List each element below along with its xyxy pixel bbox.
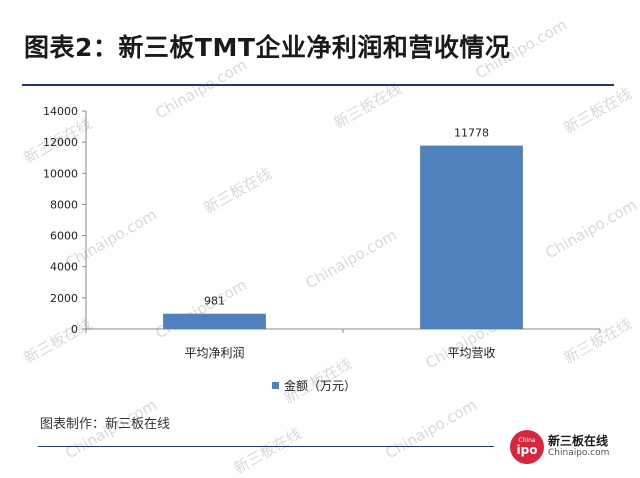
logo-badge-main: ipo [516, 443, 538, 457]
title-divider [22, 84, 614, 86]
bar [163, 313, 266, 329]
y-tick-label: 10000 [43, 167, 78, 180]
y-tick-label: 2000 [50, 292, 78, 305]
data-label: 11778 [454, 127, 489, 140]
bar [420, 145, 523, 329]
logo-badge: China ipo [510, 430, 544, 464]
logo-en: Chinaipo.com [548, 447, 610, 458]
legend-label: 金额（万元） [284, 379, 357, 393]
y-tick-label: 12000 [43, 136, 78, 149]
y-tick-label: 6000 [50, 230, 78, 243]
y-tick-label: 4000 [50, 261, 78, 274]
y-tick-label: 8000 [50, 198, 78, 211]
data-label: 981 [204, 295, 225, 308]
x-tick-label: 平均营收 [447, 346, 495, 360]
page-title: 图表2：新三板TMT企业净利润和营收情况 [24, 33, 511, 62]
y-tick-label: 0 [71, 323, 78, 336]
logo-badge-top: China [518, 437, 536, 444]
x-tick-label: 平均净利润 [184, 346, 244, 360]
logo-text: 新三板在线 Chinaipo.com [548, 435, 609, 458]
legend-swatch [272, 382, 279, 389]
logo-cn: 新三板在线 [548, 434, 609, 449]
footer-divider [38, 446, 494, 447]
chart-credit: 图表制作：新三板在线 [40, 417, 171, 432]
chart-legend: 金额（万元） [272, 377, 356, 394]
y-tick-label: 14000 [43, 105, 78, 118]
brand-logo: China ipo 新三板在线 Chinaipo.com [510, 430, 609, 464]
